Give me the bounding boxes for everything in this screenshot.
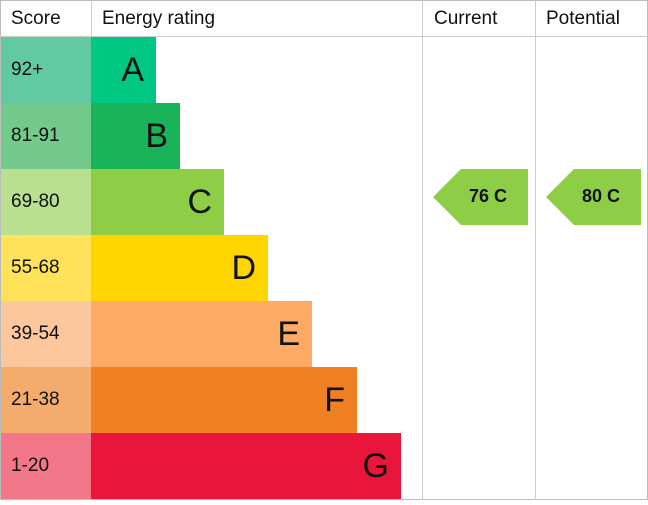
header-rating: Energy rating	[102, 8, 215, 29]
score-cell	[1, 301, 91, 367]
potential-arrow	[546, 169, 641, 225]
current-arrow	[433, 169, 528, 225]
score-cell	[1, 37, 91, 103]
score-label: 81-91	[11, 125, 60, 146]
rating-bar	[91, 367, 357, 433]
score-cell	[1, 169, 91, 235]
header-current: Current	[434, 8, 498, 29]
potential-label: 80 C	[582, 186, 620, 206]
current-label: 76 C	[469, 186, 507, 206]
rating-bar	[91, 433, 401, 499]
score-label: 55-68	[11, 257, 60, 278]
rating-bar	[91, 37, 156, 103]
score-cell	[1, 367, 91, 433]
header-score: Score	[11, 8, 61, 29]
rating-letter: C	[187, 183, 212, 221]
rating-bar	[91, 235, 268, 301]
score-cell	[1, 235, 91, 301]
rating-bar	[91, 169, 224, 235]
score-label: 21-38	[11, 389, 60, 410]
header-potential: Potential	[546, 8, 620, 29]
rating-letter: B	[145, 117, 168, 155]
score-label: 39-54	[11, 323, 60, 344]
rating-letter: D	[231, 249, 256, 287]
score-cell	[1, 103, 91, 169]
bands: 92+ A 81-91 B 69-80 C 55-68 D 39-54 E 21-38 F 1-20 G	[1, 37, 401, 499]
rating-letter: F	[324, 381, 345, 419]
score-label: 69-80	[11, 191, 60, 212]
rating-letter: E	[277, 315, 300, 353]
score-cell	[1, 433, 91, 499]
score-label: 1-20	[11, 455, 49, 476]
rating-bar	[91, 103, 180, 169]
score-label: 92+	[11, 59, 43, 80]
rating-letter: A	[121, 51, 144, 89]
rating-bar	[91, 301, 312, 367]
rating-letter: G	[363, 447, 389, 485]
